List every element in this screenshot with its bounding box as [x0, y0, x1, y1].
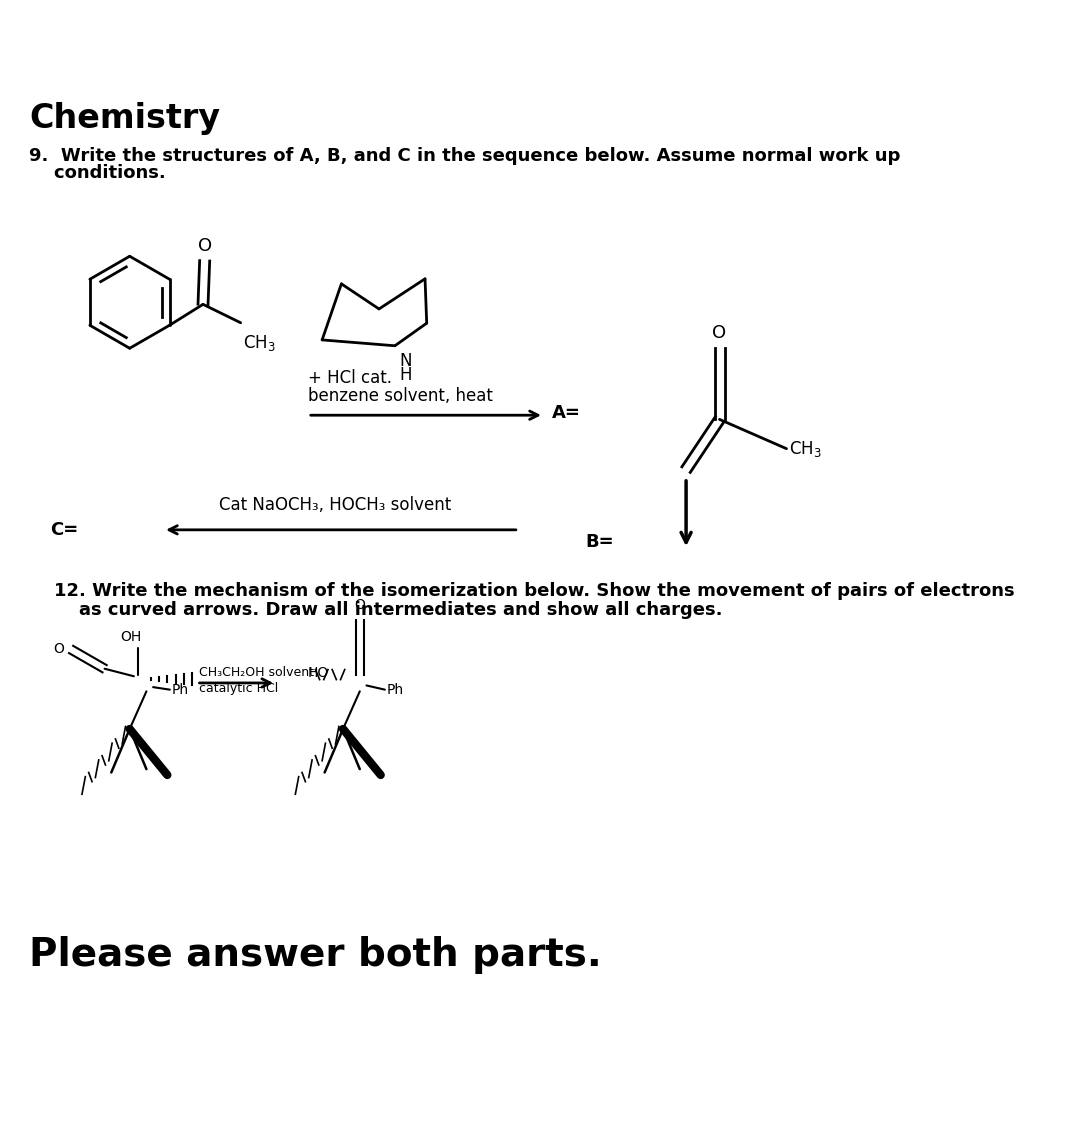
Text: Cat NaOCH₃, HOCH₃ solvent: Cat NaOCH₃, HOCH₃ solvent — [218, 496, 450, 514]
Text: C=: C= — [50, 521, 79, 539]
Text: Please answer both parts.: Please answer both parts. — [29, 936, 602, 974]
Text: N: N — [400, 352, 411, 370]
Text: H: H — [400, 366, 411, 384]
Text: O: O — [198, 237, 212, 254]
Text: CH₃CH₂OH solvent: CH₃CH₂OH solvent — [199, 666, 314, 678]
Text: OH: OH — [121, 630, 141, 644]
Text: B=: B= — [585, 534, 615, 552]
Text: O: O — [354, 598, 365, 612]
Text: O: O — [713, 324, 727, 342]
Text: benzene solvent, heat: benzene solvent, heat — [308, 386, 492, 405]
Text: as curved arrows. Draw all intermediates and show all charges.: as curved arrows. Draw all intermediates… — [54, 601, 723, 619]
Text: Chemistry: Chemistry — [29, 101, 220, 135]
Text: Ph: Ph — [172, 683, 189, 697]
Text: Ph: Ph — [387, 683, 404, 697]
Text: conditions.: conditions. — [29, 163, 166, 181]
Text: HO: HO — [308, 666, 329, 679]
Text: CH$_3$: CH$_3$ — [789, 439, 822, 458]
Text: + HCl cat.: + HCl cat. — [308, 368, 392, 386]
Text: CH$_3$: CH$_3$ — [243, 333, 275, 352]
Text: catalytic HCl: catalytic HCl — [199, 683, 279, 695]
Text: A=: A= — [552, 404, 581, 422]
Text: O: O — [53, 643, 64, 657]
Text: 9.  Write the structures of A, B, and C in the sequence below. Assume normal wor: 9. Write the structures of A, B, and C i… — [29, 147, 901, 165]
Text: 12. Write the mechanism of the isomerization below. Show the movement of pairs o: 12. Write the mechanism of the isomeriza… — [54, 581, 1015, 600]
